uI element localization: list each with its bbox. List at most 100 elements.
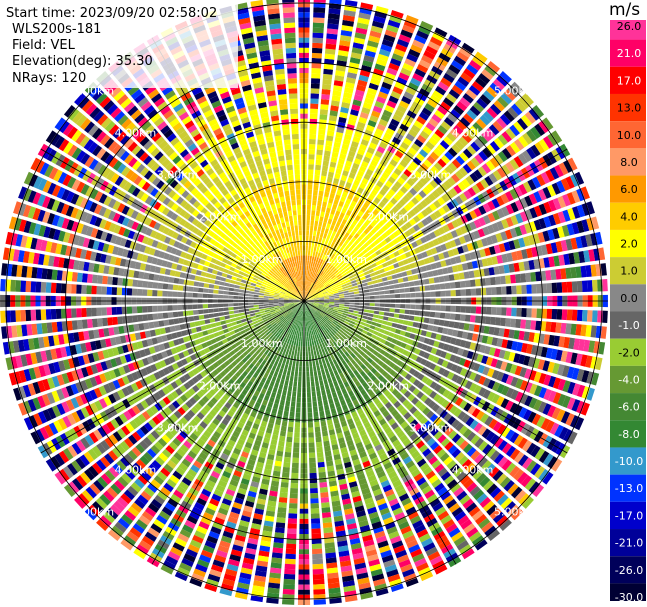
- ppi-gate: [338, 252, 344, 259]
- ppi-gate: [457, 246, 465, 255]
- ppi-gate: [438, 319, 445, 327]
- ppi-gate: [481, 237, 489, 247]
- ppi-gate: [327, 13, 340, 20]
- ppi-gate: [576, 188, 586, 202]
- ppi-gate: [326, 28, 339, 35]
- ppi-gate: [341, 314, 347, 319]
- ppi-gate: [268, 417, 275, 424]
- ppi-gate: [194, 530, 206, 540]
- ppi-gate: [342, 425, 349, 432]
- ppi-gate: [514, 100, 527, 113]
- ppi-gate: [318, 237, 323, 243]
- ppi-gate: [429, 498, 441, 508]
- ppi-gate: [185, 400, 194, 409]
- ppi-gate: [398, 100, 410, 109]
- ppi-gate: [241, 341, 248, 347]
- ppi-gate: [339, 372, 345, 379]
- ppi-gate: [375, 5, 389, 14]
- ppi-gate: [586, 310, 593, 322]
- ppi-gate: [369, 295, 375, 299]
- ppi-gate: [296, 397, 301, 403]
- ppi-gate: [492, 120, 504, 132]
- ppi-gate: [406, 539, 419, 549]
- ppi-gate: [321, 94, 330, 100]
- ppi-gate: [252, 320, 259, 325]
- ppi-gate: [242, 446, 251, 454]
- ppi-gate: [345, 279, 351, 284]
- ppi-gate: [237, 323, 243, 328]
- ppi-gate: [521, 308, 527, 318]
- ppi-gate: [187, 348, 194, 355]
- ppi-gate: [480, 306, 487, 315]
- ppi-gate: [424, 397, 433, 406]
- ppi-gate: [222, 470, 232, 479]
- ppi-gate: [347, 284, 353, 288]
- ppi-gate: [462, 163, 473, 174]
- ppi-gate: [368, 164, 376, 172]
- ppi-gate: [323, 295, 329, 298]
- ppi-gate: [421, 209, 429, 218]
- ppi-gate: [478, 517, 491, 530]
- ppi-gate: [322, 435, 330, 442]
- ppi-gate: [381, 370, 389, 378]
- ppi-gate: [345, 82, 355, 89]
- ppi-gate: [345, 518, 356, 525]
- ppi-gate: [357, 187, 364, 194]
- ppi-gate: [327, 356, 332, 362]
- ppi-gate: [333, 291, 339, 294]
- ppi-gate: [451, 448, 462, 459]
- ppi-gate: [347, 234, 353, 241]
- ppi-gate: [546, 283, 553, 294]
- ppi-gate: [309, 255, 313, 262]
- ppi-gate: [329, 161, 337, 168]
- ppi-gate: [364, 443, 373, 451]
- ppi-gate: [355, 27, 368, 35]
- ppi-gate: [131, 405, 141, 415]
- ppi-gate: [570, 415, 580, 429]
- ppi-gate: [388, 62, 400, 72]
- ppi-gate: [267, 325, 274, 331]
- ppi-gate: [409, 187, 418, 196]
- ppi-gate: [484, 525, 497, 538]
- ppi-gate: [465, 306, 472, 314]
- ppi-gate: [329, 403, 336, 410]
- ppi-gate: [282, 311, 288, 316]
- ppi-gate: [208, 364, 216, 372]
- ppi-gate: [239, 338, 246, 344]
- ppi-gate: [366, 320, 372, 325]
- ppi-gate: [440, 120, 452, 131]
- ppi-gate: [315, 328, 320, 334]
- ppi-gate: [338, 550, 350, 557]
- ppi-gate: [112, 379, 121, 390]
- ppi-gate: [374, 363, 381, 371]
- ppi-gate: [357, 210, 364, 218]
- ppi-gate: [93, 387, 103, 398]
- ppi-gate: [93, 429, 103, 441]
- ppi-gate: [311, 210, 316, 216]
- ppi-gate: [419, 416, 429, 426]
- ppi-gate: [396, 235, 403, 243]
- ppi-gate: [469, 315, 476, 323]
- ppi-gate: [355, 249, 362, 255]
- ppi-gate: [346, 335, 353, 341]
- ppi-gate: [299, 310, 302, 316]
- ppi-gate: [467, 405, 477, 415]
- ppi-gate: [467, 187, 477, 197]
- ppi-gate: [556, 409, 566, 422]
- ppi-gate: [305, 255, 308, 261]
- ppi-gate: [162, 560, 176, 571]
- ppi-gate: [507, 85, 520, 98]
- ppi-gate: [314, 301, 320, 303]
- ppi-gate: [442, 343, 450, 351]
- ppi-gate: [218, 507, 229, 516]
- ppi-gate: [337, 258, 343, 265]
- ppi-gate: [235, 341, 242, 347]
- ppi-gate: [382, 316, 389, 321]
- ppi-gate: [326, 345, 331, 352]
- ppi-gate: [489, 140, 501, 152]
- ppi-gate: [286, 533, 297, 540]
- ppi-gate: [107, 381, 116, 392]
- ppi-gate: [499, 113, 511, 126]
- ppi-gate: [400, 29, 413, 39]
- ppi-gate: [386, 430, 396, 439]
